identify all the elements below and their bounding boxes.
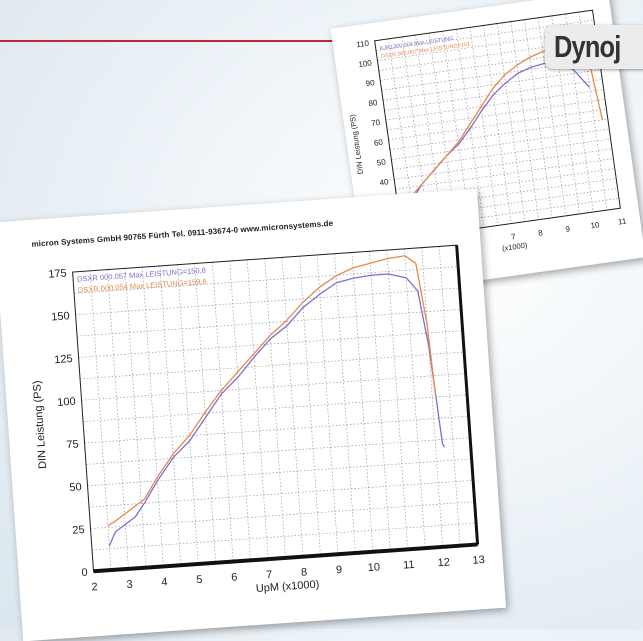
y-tick-label: 150 [51,310,70,323]
grid-line-horizontal [74,266,459,294]
x-tick-label: 2 [91,581,98,593]
grid-line-vertical [281,257,304,557]
grid-line-vertical [403,248,426,549]
grid-line-vertical [369,251,391,551]
grid-line-horizontal [387,98,606,131]
dyno-sheet-back: 1020304050607080901001107891011(x1000)DI… [330,0,643,297]
grid-line-horizontal [78,330,463,358]
x-tick-label: 7 [266,569,273,581]
y-tick-label: 100 [57,396,76,409]
grid-line-vertical [142,267,164,567]
dyno-sheet-front: micron Systems GmbH 90765 Fürth Tel. 091… [0,188,507,641]
y-tick-label: 70 [371,118,382,128]
x-tick-label: 8 [538,228,544,238]
banner-accent-line [0,40,565,42]
grid-line-vertical [438,246,461,546]
grid-line-vertical [229,261,251,561]
grid-line-horizontal [75,287,460,316]
grid-line-vertical [194,263,217,563]
grid-line-vertical [107,269,129,569]
x-tick-label: 6 [231,571,238,583]
grid-line-horizontal [396,168,615,200]
grid-line-horizontal [80,351,465,380]
x-tick-label: 12 [437,556,450,569]
x-tick-label: 9 [565,224,571,234]
grid-line-vertical [124,268,147,568]
x-axis-label: UpM (x1000) [255,579,319,595]
y-tick-label: 90 [365,78,376,88]
y-tick-label: 100 [358,58,373,69]
y-axis-label: DIN Leistung (PS) [31,380,49,469]
grid-line-horizontal [84,415,469,444]
grid-line-horizontal [389,118,608,151]
grid [72,244,478,572]
dyno-chart-back: 1020304050607080901001107891011(x1000)DI… [348,9,628,253]
series-line [108,273,446,547]
x-axis-heavy [93,542,478,574]
grid-line-horizontal [86,437,471,465]
grid-line-horizontal [77,308,462,337]
x-tick-label: 10 [367,561,380,574]
grid-line-horizontal [388,108,607,141]
y-axis-label: DIN Leistung (PS) [348,113,365,175]
y-tick-label: 50 [376,157,387,167]
grid-line-horizontal [401,197,620,230]
y-tick-label: 60 [373,138,384,148]
grid-line-vertical [159,265,182,566]
grid-line-vertical [264,258,286,558]
grid-line-horizontal [89,479,474,508]
x-tick-label: 3 [126,579,133,591]
x-axis-label: (x1000) [501,240,528,253]
x-tick-label: 7 [510,232,516,242]
grid-line-vertical [334,253,356,554]
grid-line-horizontal [395,158,614,190]
x-tick-label: 13 [472,554,485,567]
grid-line-horizontal [81,373,466,401]
y-tick-label: 175 [48,267,67,280]
grid-line-horizontal [391,128,610,160]
plot-frame [374,9,621,240]
grid-line-vertical [246,259,269,560]
y-tick-label: 40 [379,177,390,187]
grid-line-horizontal [392,138,611,170]
series-line [107,255,437,527]
y-tick-label: 0 [81,567,88,579]
dyno-chart-front: 0 25 50 75 100 125 150 175 2 3 4 5 6 7 8 9 10 11 12 13 UpM (… [31,244,485,595]
grid-line-horizontal [382,69,601,101]
grid-line-vertical [421,247,444,547]
grid-line-vertical [316,254,339,555]
y-tick-label: 25 [72,524,85,537]
grid-line-vertical [351,252,374,552]
x-tick-label: 10 [590,220,601,230]
y-tick-label: 125 [54,353,73,366]
y-tick-label: 110 [356,39,370,50]
grid-line-horizontal [83,394,468,423]
banner-tag: Dynoj [545,25,643,69]
banner-title: Dynoj [554,29,621,64]
grid-line-horizontal [394,148,613,180]
x-tick-label: 11 [403,559,415,572]
grid-line-horizontal [399,188,618,220]
right-border-heavy [455,245,480,545]
x-tick-label: 9 [336,564,343,576]
x-tick-label: 4 [161,576,168,588]
y-tick-label: 75 [66,438,79,451]
x-tick-label: 8 [301,566,308,578]
x-tick-label: 5 [196,574,203,586]
y-tick-label: 50 [69,481,82,494]
x-tick-label: 11 [618,216,628,226]
grid-line-horizontal [92,522,477,551]
grid-line-horizontal [87,458,472,487]
grid-line-vertical [299,256,321,556]
grid-line-horizontal [90,501,475,529]
grid-line-vertical [211,262,234,562]
y-tick-label: 80 [368,98,379,108]
